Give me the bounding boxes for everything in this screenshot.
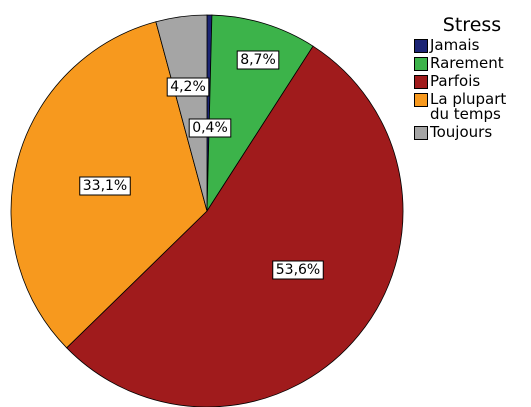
legend-item: Rarement — [414, 56, 530, 71]
legend-swatch — [414, 126, 428, 140]
legend-label: Toujours — [430, 123, 493, 141]
pie-slice — [206, 14, 314, 213]
legend-item: Toujours — [414, 125, 530, 140]
label-box — [188, 118, 232, 138]
data-label: 33,1% — [83, 178, 127, 194]
legend-label: La plupart du temps — [430, 90, 507, 123]
pie-slice — [155, 14, 208, 212]
pie-slice — [66, 45, 404, 407]
legend-label: Parfois — [430, 72, 481, 90]
data-label: 8,7% — [240, 52, 276, 68]
legend-item: Jamais — [414, 38, 530, 53]
legend-item: Parfois — [414, 74, 530, 89]
label-box — [236, 50, 280, 70]
legend-swatch — [414, 39, 428, 53]
legend-swatch — [414, 93, 428, 107]
data-label: 4,2% — [170, 79, 206, 95]
label-box — [79, 176, 131, 196]
legend-swatch — [414, 75, 428, 89]
legend-label: Rarement — [430, 54, 504, 72]
label-box — [166, 77, 210, 97]
data-label: 53,6% — [276, 262, 320, 278]
data-label: 0,4% — [192, 120, 228, 136]
label-box — [272, 260, 324, 280]
legend: Stress Jamais Rarement Parfois La plupart d… — [414, 14, 530, 143]
legend-title: Stress — [442, 14, 502, 36]
legend-swatch — [414, 57, 428, 71]
legend-item: La plupart du temps — [414, 92, 530, 122]
legend-label: Jamais — [430, 36, 480, 54]
